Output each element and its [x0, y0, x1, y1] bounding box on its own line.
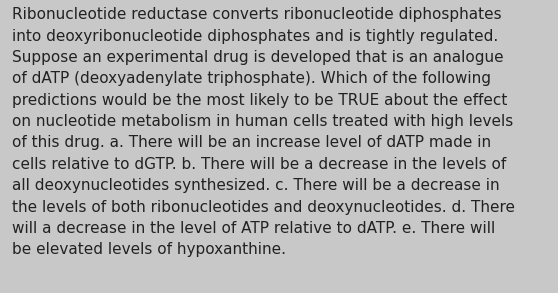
Text: Ribonucleotide reductase converts ribonucleotide diphosphates
into deoxyribonucl: Ribonucleotide reductase converts ribonu… [12, 7, 515, 257]
